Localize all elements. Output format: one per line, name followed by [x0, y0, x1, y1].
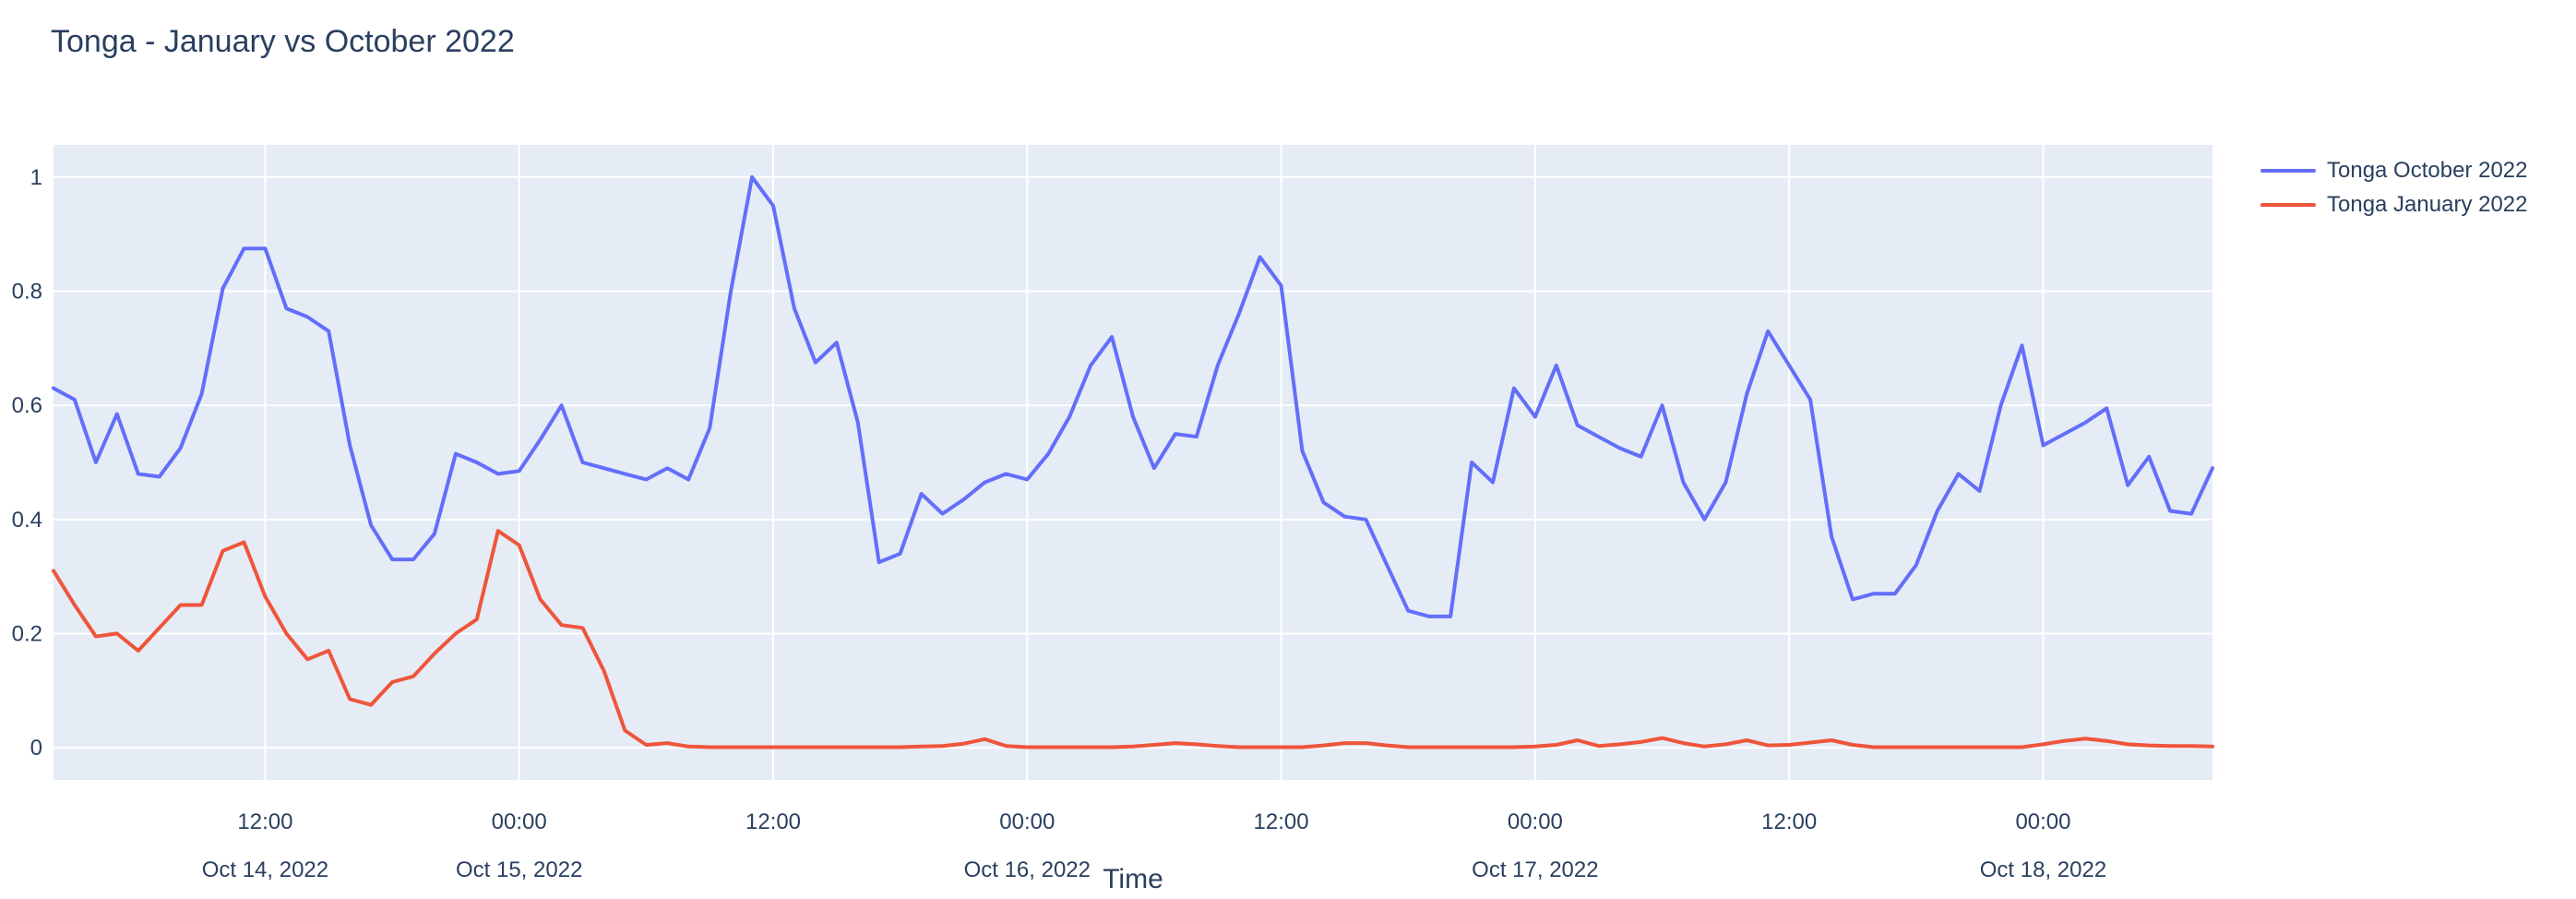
- y-tick-label: 0.6: [12, 393, 42, 418]
- y-tick-label: 0: [30, 736, 42, 761]
- y-tick-label: 1: [30, 165, 42, 190]
- x-axis-title: Time: [1103, 864, 1163, 894]
- legend-item-october[interactable]: Tonga October 2022: [2260, 153, 2528, 187]
- plot-area[interactable]: [54, 145, 2212, 780]
- legend-swatch-january: [2260, 202, 2316, 207]
- x-tick-date-label: Oct 17, 2022: [1472, 857, 1598, 882]
- x-tick-time-label: 12:00: [1761, 809, 1817, 834]
- series-line-january[interactable]: [52, 529, 2214, 749]
- x-tick-time-label: 00:00: [999, 809, 1055, 834]
- chart-title: Tonga - January vs October 2022: [51, 24, 515, 59]
- y-tick-label: 0.8: [12, 280, 42, 305]
- x-tick-time-label: 12:00: [237, 809, 292, 834]
- x-tick-date-label: Oct 14, 2022: [202, 857, 328, 882]
- legend: Tonga October 2022 Tonga January 2022: [2260, 153, 2528, 222]
- legend-swatch-october: [2260, 168, 2316, 173]
- x-tick-time-label: 00:00: [492, 809, 547, 834]
- x-tick-date-label: Oct 15, 2022: [456, 857, 582, 882]
- x-tick-time-label: 00:00: [2015, 809, 2070, 834]
- legend-label-october: Tonga October 2022: [2327, 157, 2528, 183]
- x-tick-time-label: 12:00: [1254, 809, 1309, 834]
- legend-label-january: Tonga January 2022: [2327, 191, 2528, 217]
- x-tick-date-label: Oct 18, 2022: [1980, 857, 2106, 882]
- x-tick-time-label: 12:00: [745, 809, 801, 834]
- x-tick-date-label: Oct 16, 2022: [964, 857, 1091, 882]
- x-tick-time-label: 00:00: [1508, 809, 1563, 834]
- series-line-october[interactable]: [52, 174, 2214, 618]
- y-tick-label: 0.2: [12, 621, 42, 646]
- legend-item-january[interactable]: Tonga January 2022: [2260, 187, 2528, 222]
- y-tick-label: 0.4: [12, 508, 42, 533]
